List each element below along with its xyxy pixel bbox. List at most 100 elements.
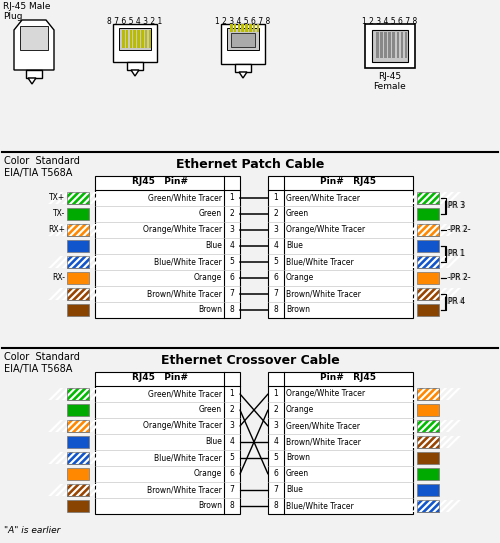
Text: 5: 5 xyxy=(274,257,278,267)
Text: RX+: RX+ xyxy=(48,225,65,235)
Polygon shape xyxy=(439,224,454,236)
Text: TX-: TX- xyxy=(53,210,65,218)
Polygon shape xyxy=(405,288,420,300)
Text: 1: 1 xyxy=(274,389,278,399)
Bar xyxy=(145,30,148,48)
Text: RJ-45 Male
Plug: RJ-45 Male Plug xyxy=(3,2,50,21)
Text: 7: 7 xyxy=(274,289,278,299)
Polygon shape xyxy=(439,256,454,268)
Polygon shape xyxy=(426,256,440,268)
Text: 2: 2 xyxy=(274,210,278,218)
Bar xyxy=(417,468,439,480)
Bar xyxy=(67,192,89,204)
Polygon shape xyxy=(398,224,413,236)
Bar xyxy=(417,484,439,496)
Bar xyxy=(137,30,140,48)
Bar xyxy=(417,208,439,220)
Text: Orange/White Tracer: Orange/White Tracer xyxy=(286,225,365,235)
Bar xyxy=(67,420,89,432)
Polygon shape xyxy=(418,288,434,300)
Bar xyxy=(417,388,439,400)
Polygon shape xyxy=(68,388,84,400)
Polygon shape xyxy=(48,484,64,496)
Text: RX-: RX- xyxy=(52,274,65,282)
Polygon shape xyxy=(62,192,77,204)
Polygon shape xyxy=(418,192,434,204)
Polygon shape xyxy=(62,224,77,236)
Bar xyxy=(67,484,89,496)
Text: 1 2 3 4 5 6 7 8: 1 2 3 4 5 6 7 8 xyxy=(362,17,418,26)
Polygon shape xyxy=(62,420,77,432)
Polygon shape xyxy=(76,224,90,236)
Bar xyxy=(235,64,251,72)
Polygon shape xyxy=(405,224,420,236)
Polygon shape xyxy=(446,224,461,236)
Bar xyxy=(26,70,42,78)
Polygon shape xyxy=(405,420,420,432)
Text: 1 2 3 4 5 6 7 8: 1 2 3 4 5 6 7 8 xyxy=(216,17,270,26)
Text: Orange/White Tracer: Orange/White Tracer xyxy=(286,389,365,399)
Text: Brown/White Tracer: Brown/White Tracer xyxy=(286,289,361,299)
Polygon shape xyxy=(418,256,434,268)
Bar xyxy=(113,24,157,62)
Text: 3: 3 xyxy=(230,421,234,431)
Polygon shape xyxy=(48,192,64,204)
Text: 2: 2 xyxy=(230,406,234,414)
Text: -PR 2-: -PR 2- xyxy=(447,225,469,235)
Bar xyxy=(388,32,391,58)
Polygon shape xyxy=(446,436,461,448)
Text: "A" is earlier: "A" is earlier xyxy=(4,526,60,535)
Bar xyxy=(417,272,439,284)
Polygon shape xyxy=(239,72,247,78)
Bar xyxy=(417,256,439,268)
Text: Orange: Orange xyxy=(286,274,314,282)
Polygon shape xyxy=(14,20,54,70)
Bar xyxy=(119,28,151,50)
Text: -PR 2-: -PR 2- xyxy=(447,274,469,282)
Polygon shape xyxy=(89,192,104,204)
Polygon shape xyxy=(131,70,139,76)
Bar xyxy=(67,404,89,416)
Polygon shape xyxy=(432,288,448,300)
Polygon shape xyxy=(48,420,64,432)
Text: Brown: Brown xyxy=(198,306,222,314)
Polygon shape xyxy=(398,420,413,432)
Polygon shape xyxy=(439,420,454,432)
Text: 7: 7 xyxy=(230,289,234,299)
Polygon shape xyxy=(439,288,454,300)
Text: 1: 1 xyxy=(230,193,234,203)
Text: Blue/White Tracer: Blue/White Tracer xyxy=(286,257,354,267)
Polygon shape xyxy=(48,256,64,268)
Polygon shape xyxy=(96,192,111,204)
Polygon shape xyxy=(68,288,84,300)
Text: -PR 2-: -PR 2- xyxy=(448,225,470,235)
Text: 8: 8 xyxy=(274,502,278,510)
Bar xyxy=(67,452,89,464)
Polygon shape xyxy=(96,288,111,300)
Text: RJ45   Pin#: RJ45 Pin# xyxy=(132,177,188,186)
Polygon shape xyxy=(96,256,111,268)
Polygon shape xyxy=(398,288,413,300)
Polygon shape xyxy=(439,388,454,400)
Bar xyxy=(417,500,439,512)
Polygon shape xyxy=(48,388,64,400)
Text: -PR 2-: -PR 2- xyxy=(447,274,469,282)
Polygon shape xyxy=(55,484,70,496)
Polygon shape xyxy=(412,192,427,204)
Polygon shape xyxy=(82,452,98,464)
Text: PR 4: PR 4 xyxy=(448,298,465,306)
Bar xyxy=(365,24,415,68)
Polygon shape xyxy=(55,388,70,400)
Text: 5: 5 xyxy=(274,453,278,463)
Text: Blue/White Tracer: Blue/White Tracer xyxy=(286,502,354,510)
Bar xyxy=(253,24,256,32)
Polygon shape xyxy=(432,388,448,400)
Text: PR 1: PR 1 xyxy=(447,249,464,258)
Polygon shape xyxy=(398,500,413,512)
Polygon shape xyxy=(55,288,70,300)
Polygon shape xyxy=(96,452,111,464)
Bar xyxy=(122,30,124,48)
Polygon shape xyxy=(446,192,461,204)
Text: 6: 6 xyxy=(230,470,234,478)
Polygon shape xyxy=(55,420,70,432)
